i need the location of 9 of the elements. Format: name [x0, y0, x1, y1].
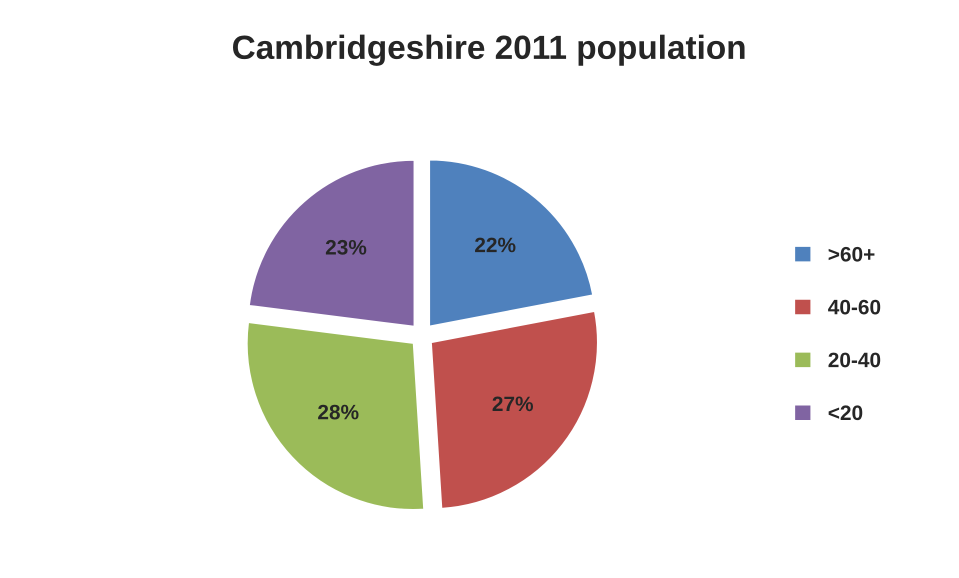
data-label: 27%: [492, 396, 534, 412]
data-label: 23%: [326, 240, 366, 255]
legend-label: >60+: [828, 246, 874, 262]
data-label: 28%: [318, 404, 359, 420]
chart-title: Cambridgeshire 2011 population: [233, 34, 745, 66]
data-label: 22%: [475, 238, 516, 252]
legend-label: 20-40: [828, 352, 880, 368]
legend-label: 40-60: [828, 300, 880, 314]
legend-label: <20: [828, 405, 862, 420]
